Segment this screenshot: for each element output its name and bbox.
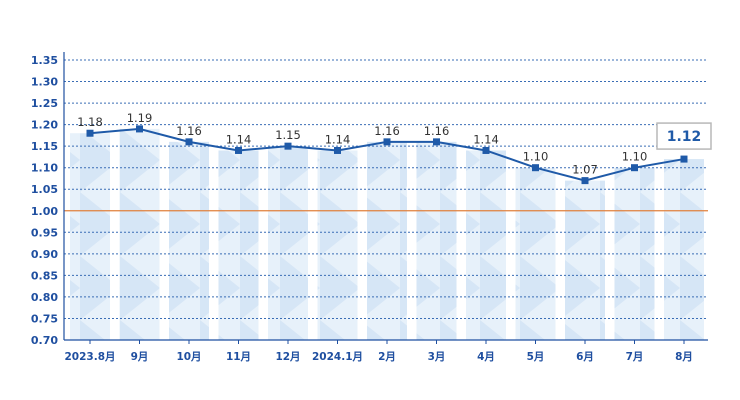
x-tick-label: 7月 (626, 351, 644, 363)
data-label: 1.16 (424, 124, 450, 138)
data-point (631, 164, 638, 172)
background-column (367, 141, 407, 340)
y-tick-label: 1.00 (31, 205, 58, 218)
data-label: 1.07 (572, 163, 598, 177)
background-column (317, 150, 358, 340)
y-tick-label: 1.05 (31, 183, 58, 196)
y-tick-label: 1.15 (31, 140, 58, 153)
data-label: 1.10 (523, 150, 549, 164)
x-tick-label: 9月 (131, 351, 149, 363)
x-tick-label: 2024.1月 (312, 351, 363, 363)
background-column (70, 133, 110, 340)
data-point (86, 129, 94, 137)
data-label: 1.19 (127, 111, 153, 125)
y-tick-label: 1.35 (31, 54, 58, 67)
y-tick-label: 0.80 (31, 291, 58, 304)
y-axis-ticks: 1.35 1.30 1.25 1.20 1.15 1.10 1.05 1.00 0.95 0.90… (31, 54, 58, 347)
highlight-label-box (656, 122, 712, 150)
y-tick-label: 1.10 (31, 162, 58, 175)
gridlines (63, 52, 708, 341)
y-tick-label: 0.90 (31, 248, 58, 261)
background-column (565, 180, 605, 340)
data-label: 1.14 (473, 132, 499, 146)
data-label: 1.16 (374, 124, 400, 138)
y-tick-label: 1.25 (31, 97, 58, 110)
x-tick-label: 12月 (275, 351, 300, 363)
x-tick-label: 3月 (428, 351, 446, 363)
data-point (433, 138, 440, 146)
data-point (334, 146, 341, 154)
background-column (169, 141, 209, 340)
background-column (466, 150, 506, 340)
y-tick-label: 0.95 (31, 226, 58, 239)
data-label: 1.14 (325, 132, 351, 146)
y-tick-label: 0.75 (31, 312, 58, 325)
background-column (268, 146, 308, 340)
highlight-data-label: 1.12 (667, 129, 702, 145)
x-tick-label: 5月 (527, 351, 545, 363)
data-label: 1.10 (622, 150, 648, 164)
background-columns (70, 128, 704, 340)
data-point (532, 164, 539, 172)
data-labels: 1.18 1.19 1.16 1.14 1.15 1.14 1.16 1.16 1.14 1.10… (77, 111, 712, 177)
x-tick-label: 4月 (477, 351, 495, 363)
background-column (119, 128, 160, 340)
x-tick-label: 2023.8月 (64, 351, 115, 363)
data-point (482, 146, 490, 154)
data-label: 1.15 (275, 128, 301, 142)
data-point (383, 138, 391, 146)
data-label: 1.18 (77, 115, 103, 129)
x-tick-label: 6月 (576, 351, 594, 363)
y-tick-label: 0.85 (31, 269, 58, 282)
background-column (664, 159, 704, 340)
data-label: 1.14 (226, 132, 252, 146)
data-point (185, 138, 193, 146)
x-tick-label: 2月 (378, 351, 396, 363)
data-point (581, 177, 589, 185)
data-point (136, 125, 143, 133)
x-tick-label: 11月 (226, 351, 251, 363)
background-column (218, 150, 259, 340)
x-tick-label: 8月 (675, 351, 693, 363)
data-label: 1.16 (176, 124, 202, 138)
y-tick-label: 0.70 (31, 334, 58, 347)
x-tick-label: 10月 (176, 351, 201, 363)
x-axis-ticks: 2023.8月 9月 10月 11月 12月 2024.1月 2月 3月 4月 5月 6月 7月 8月 (64, 340, 693, 363)
data-point (680, 155, 688, 163)
data-point (284, 142, 292, 150)
y-tick-label: 1.20 (31, 119, 58, 132)
background-column (416, 141, 457, 340)
y-tick-label: 1.30 (31, 76, 58, 89)
data-points (86, 125, 688, 185)
data-point (235, 146, 242, 154)
